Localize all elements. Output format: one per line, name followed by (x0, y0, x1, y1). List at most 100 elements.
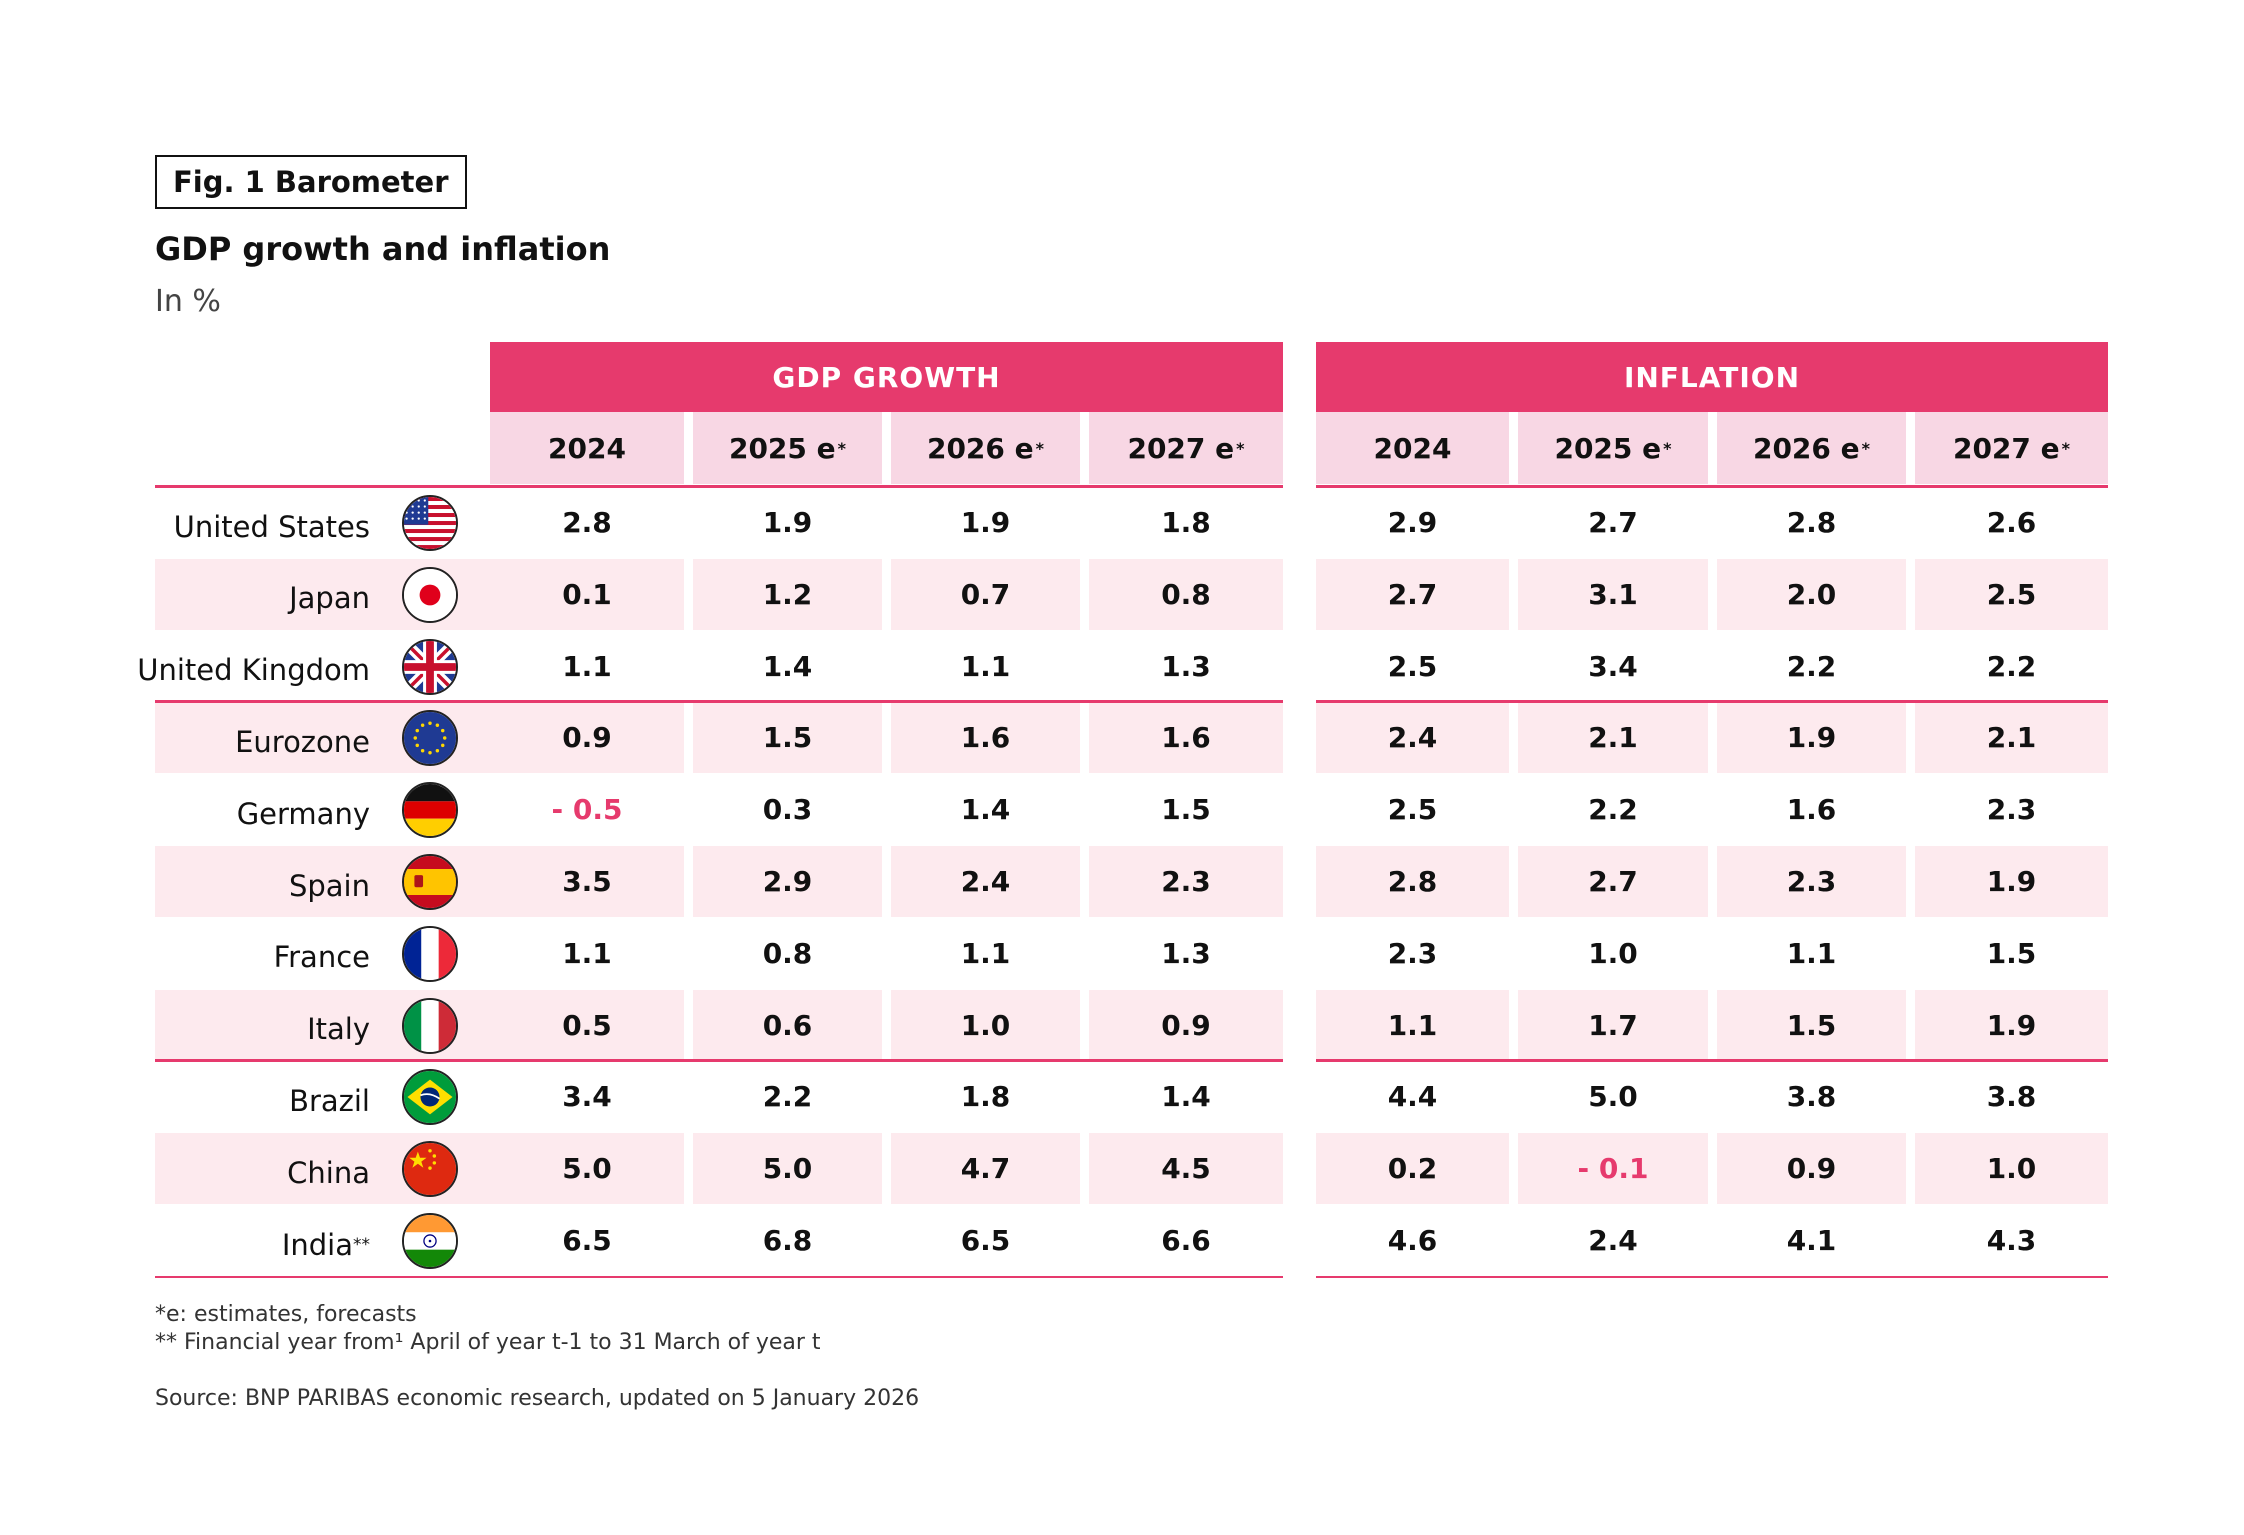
gdp-value: 6.5 (562, 1224, 612, 1257)
country-label: China (155, 1133, 370, 1204)
gdp-value: 2.3 (1161, 865, 1211, 898)
cell-shading (1717, 989, 1906, 1061)
cell-shading (1089, 1133, 1283, 1205)
country-label: Japan (155, 559, 370, 630)
inflation-value: 1.7 (1588, 1008, 1638, 1042)
gdp-value: 1.1 (960, 649, 1011, 683)
cell-shading (891, 558, 1080, 630)
country-name: Italy (307, 1012, 370, 1047)
gdp-value: 1.3 (1161, 649, 1211, 683)
chart-title: GDP growth and inflation (155, 230, 611, 268)
inflation-value: 0.2 (1387, 1152, 1438, 1186)
inflation-value: 2.1 (1986, 721, 2037, 755)
cell-shading (1915, 558, 2108, 630)
column-year-marker: * (1035, 438, 1045, 458)
italy-flag-icon (402, 997, 458, 1054)
column-year-marker: * (2061, 438, 2071, 458)
cell-shading (1518, 1133, 1708, 1205)
cell-shading (1518, 846, 1708, 917)
country-label: Brazil (155, 1061, 370, 1132)
footnote-estimates: *e: estimates, forecasts (155, 1302, 417, 1327)
gdp-value: 0.8 (1161, 577, 1211, 611)
gdp-value: 0.9 (1161, 1008, 1211, 1042)
us-flag-icon (402, 494, 458, 551)
cell-shading (1915, 1133, 2108, 1205)
germany-flag-icon (402, 782, 458, 839)
cell-shading (1915, 846, 2108, 917)
inflation-value: 2.7 (1588, 506, 1638, 539)
inflation-value: 3.8 (1786, 1080, 1837, 1114)
gdp-column-header: 2027 e * (1089, 412, 1283, 484)
cell-shading (1915, 702, 2108, 774)
column-year: 2026 e (926, 431, 1034, 465)
gdp-value: 1.5 (762, 721, 813, 755)
japan-flag-icon (402, 566, 458, 623)
figure-label: Fig. 1 Barometer (155, 155, 467, 209)
inflation-value: 1.0 (1588, 936, 1638, 970)
inflation-value: 2.6 (1986, 506, 2037, 539)
country-label: United Kingdom (137, 631, 370, 702)
inflation-value: 2.2 (1786, 649, 1837, 683)
india-flag-icon (402, 1212, 458, 1269)
inflation-value: 2.8 (1387, 865, 1438, 898)
gdp-value: 3.5 (562, 865, 612, 898)
spain-flag-icon (402, 853, 458, 910)
cell-shading (693, 1133, 882, 1205)
cell-shading (1717, 846, 1906, 917)
country-label: France (155, 918, 370, 989)
footnote-financial-year: ** Financial year from¹ April of year t-… (155, 1330, 821, 1355)
gdp-value: 1.8 (1161, 506, 1211, 539)
gdp-value: 5.0 (562, 1152, 612, 1186)
inflation-value: 2.7 (1387, 577, 1438, 611)
inflation-column-header: 2026 e * (1717, 412, 1906, 484)
inflation-column-header: 2027 e * (1915, 412, 2108, 484)
eu-flag-icon (402, 710, 458, 767)
cell-shading (693, 989, 882, 1061)
inflation-value: 2.9 (1387, 506, 1438, 539)
gdp-value: 0.1 (562, 577, 612, 611)
column-year: 2024 (1373, 431, 1452, 465)
cell-shading (1089, 558, 1283, 630)
inflation-value: 2.8 (1786, 506, 1837, 539)
gdp-value: 1.9 (762, 506, 813, 539)
country-name: India (281, 1227, 353, 1262)
inflation-value: 1.1 (1387, 1008, 1438, 1042)
inflation-value: 2.5 (1387, 649, 1438, 683)
group-divider (155, 700, 1283, 703)
country-name: United States (173, 509, 370, 544)
country-label: Eurozone (155, 702, 370, 773)
cell-shading (490, 702, 684, 774)
gdp-value: 5.0 (762, 1152, 813, 1186)
chart-subtitle: In % (155, 284, 221, 319)
inflation-value: 2.4 (1387, 721, 1438, 755)
inflation-column-header: 2025 e * (1518, 412, 1708, 484)
cell-shading (1518, 702, 1708, 774)
column-year: 2027 e (1127, 431, 1235, 465)
inflation-value: 2.5 (1986, 577, 2037, 611)
gdp-value: 3.4 (562, 1080, 612, 1114)
gdp-column-header: 2025 e * (693, 412, 882, 484)
gdp-value: 4.5 (1161, 1152, 1211, 1186)
country-label: United States (155, 487, 370, 558)
gdp-value: 2.2 (762, 1080, 813, 1114)
inflation-value: 3.4 (1588, 649, 1638, 683)
country-name: France (273, 940, 370, 975)
inflation-value: 1.5 (1986, 936, 2037, 970)
inflation-value: 5.0 (1588, 1080, 1638, 1114)
inflation-value: 0.9 (1786, 1152, 1837, 1186)
country-label: Germany (155, 774, 370, 845)
cell-shading (1316, 1133, 1509, 1205)
cell-shading (891, 1133, 1080, 1205)
country-name: Germany (236, 796, 370, 831)
gdp-value: 0.5 (562, 1008, 612, 1042)
gdp-value: 1.6 (960, 721, 1011, 755)
column-year-marker: * (1663, 438, 1672, 458)
gdp-value: 1.8 (960, 1080, 1011, 1114)
inflation-value: 4.6 (1387, 1224, 1438, 1257)
inflation-value: 2.7 (1588, 865, 1638, 898)
inflation-value: 2.2 (1986, 649, 2037, 683)
inflation-value: 1.5 (1786, 1008, 1837, 1042)
source-note: Source: BNP PARIBAS economic research, u… (155, 1386, 920, 1411)
gdp-column-header: 2024 (490, 412, 684, 484)
country-name: Eurozone (235, 724, 370, 759)
